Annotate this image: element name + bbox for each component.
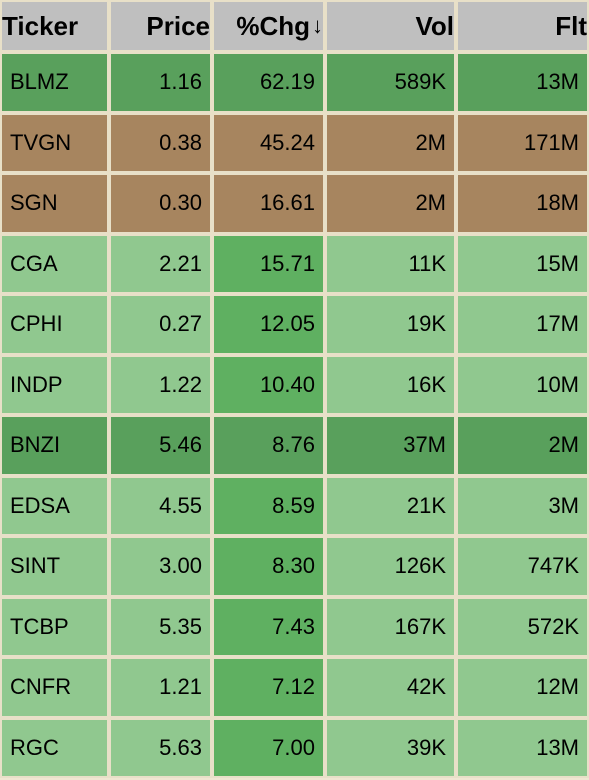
cell-ticker: CNFR	[0, 657, 109, 718]
cell-pct-chg: 8.76	[212, 415, 325, 476]
cell-flt: 3M	[456, 476, 589, 537]
cell-price: 1.16	[109, 52, 212, 113]
table-row[interactable]: BNZI5.468.7637M2M	[0, 415, 589, 476]
cell-pct-chg: 8.59	[212, 476, 325, 537]
cell-flt: 747K	[456, 536, 589, 597]
table-row[interactable]: INDP1.2210.4016K10M	[0, 355, 589, 416]
table-row[interactable]: TVGN0.3845.242M171M	[0, 113, 589, 174]
table-row[interactable]: CGA2.2115.7111K15M	[0, 234, 589, 295]
cell-flt: 17M	[456, 294, 589, 355]
cell-vol: 2M	[325, 173, 456, 234]
cell-pct-chg: 7.12	[212, 657, 325, 718]
cell-ticker: INDP	[0, 355, 109, 416]
cell-price: 5.35	[109, 597, 212, 658]
cell-vol: 37M	[325, 415, 456, 476]
header-pct-chg[interactable]: %Chg↓	[212, 0, 325, 52]
table-row[interactable]: TCBP5.357.43167K572K	[0, 597, 589, 658]
cell-ticker: CPHI	[0, 294, 109, 355]
cell-pct-chg: 16.61	[212, 173, 325, 234]
table-header-row: Ticker Price %Chg↓ Vol Flt	[0, 0, 589, 52]
cell-ticker: RGC	[0, 718, 109, 779]
cell-flt: 171M	[456, 113, 589, 174]
cell-flt: 13M	[456, 718, 589, 779]
cell-flt: 572K	[456, 597, 589, 658]
cell-price: 0.30	[109, 173, 212, 234]
cell-ticker: SINT	[0, 536, 109, 597]
cell-vol: 16K	[325, 355, 456, 416]
cell-ticker: EDSA	[0, 476, 109, 537]
cell-flt: 18M	[456, 173, 589, 234]
cell-vol: 39K	[325, 718, 456, 779]
cell-ticker: CGA	[0, 234, 109, 295]
header-flt[interactable]: Flt	[456, 0, 589, 52]
cell-ticker: TCBP	[0, 597, 109, 658]
header-label: Ticker	[2, 11, 78, 42]
table-row[interactable]: EDSA4.558.5921K3M	[0, 476, 589, 537]
header-vol[interactable]: Vol	[325, 0, 456, 52]
cell-vol: 126K	[325, 536, 456, 597]
header-label: Price	[146, 11, 210, 42]
cell-price: 0.27	[109, 294, 212, 355]
cell-pct-chg: 62.19	[212, 52, 325, 113]
cell-pct-chg: 8.30	[212, 536, 325, 597]
stock-table: Ticker Price %Chg↓ Vol Flt BLMZ1.1662.19…	[0, 0, 589, 778]
cell-price: 1.21	[109, 657, 212, 718]
cell-pct-chg: 15.71	[212, 234, 325, 295]
cell-pct-chg: 7.00	[212, 718, 325, 779]
cell-flt: 10M	[456, 355, 589, 416]
cell-flt: 15M	[456, 234, 589, 295]
header-label: Vol	[415, 11, 454, 42]
cell-price: 5.46	[109, 415, 212, 476]
cell-flt: 12M	[456, 657, 589, 718]
cell-flt: 2M	[456, 415, 589, 476]
cell-pct-chg: 12.05	[212, 294, 325, 355]
table-row[interactable]: CPHI0.2712.0519K17M	[0, 294, 589, 355]
cell-price: 1.22	[109, 355, 212, 416]
header-label: %Chg	[236, 11, 310, 42]
header-ticker[interactable]: Ticker	[0, 0, 109, 52]
cell-vol: 11K	[325, 234, 456, 295]
table-row[interactable]: SGN0.3016.612M18M	[0, 173, 589, 234]
table-body: BLMZ1.1662.19589K13MTVGN0.3845.242M171MS…	[0, 52, 589, 778]
header-price[interactable]: Price	[109, 0, 212, 52]
cell-vol: 19K	[325, 294, 456, 355]
cell-ticker: BNZI	[0, 415, 109, 476]
table-row[interactable]: CNFR1.217.1242K12M	[0, 657, 589, 718]
cell-price: 0.38	[109, 113, 212, 174]
table-row[interactable]: BLMZ1.1662.19589K13M	[0, 52, 589, 113]
cell-price: 3.00	[109, 536, 212, 597]
cell-ticker: BLMZ	[0, 52, 109, 113]
cell-flt: 13M	[456, 52, 589, 113]
cell-price: 5.63	[109, 718, 212, 779]
table-row[interactable]: RGC5.637.0039K13M	[0, 718, 589, 779]
cell-vol: 589K	[325, 52, 456, 113]
table-row[interactable]: SINT3.008.30126K747K	[0, 536, 589, 597]
sort-down-icon: ↓	[312, 13, 323, 39]
cell-price: 2.21	[109, 234, 212, 295]
cell-vol: 21K	[325, 476, 456, 537]
cell-vol: 167K	[325, 597, 456, 658]
cell-pct-chg: 10.40	[212, 355, 325, 416]
cell-pct-chg: 7.43	[212, 597, 325, 658]
cell-ticker: SGN	[0, 173, 109, 234]
cell-pct-chg: 45.24	[212, 113, 325, 174]
cell-vol: 42K	[325, 657, 456, 718]
cell-vol: 2M	[325, 113, 456, 174]
header-label: Flt	[555, 11, 587, 42]
cell-price: 4.55	[109, 476, 212, 537]
cell-ticker: TVGN	[0, 113, 109, 174]
